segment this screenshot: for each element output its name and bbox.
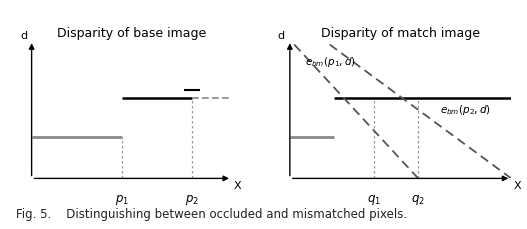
Text: X: X — [513, 180, 521, 191]
Text: d: d — [20, 31, 27, 41]
Text: $p_2$: $p_2$ — [185, 192, 199, 206]
Text: d: d — [277, 31, 285, 41]
Text: $e_{bm}(p_2, d)$: $e_{bm}(p_2, d)$ — [441, 103, 491, 117]
Text: $e_{bm}(p_1, d)$: $e_{bm}(p_1, d)$ — [305, 55, 356, 69]
Text: X: X — [234, 180, 241, 191]
Text: $q_1$: $q_1$ — [367, 192, 381, 206]
Title: Disparity of base image: Disparity of base image — [57, 27, 207, 40]
Text: $q_2$: $q_2$ — [411, 192, 425, 206]
Text: $p_1$: $p_1$ — [115, 192, 129, 206]
Title: Disparity of match image: Disparity of match image — [321, 27, 480, 40]
Text: Fig. 5.    Distinguishing between occluded and mismatched pixels.: Fig. 5. Distinguishing between occluded … — [16, 207, 407, 220]
